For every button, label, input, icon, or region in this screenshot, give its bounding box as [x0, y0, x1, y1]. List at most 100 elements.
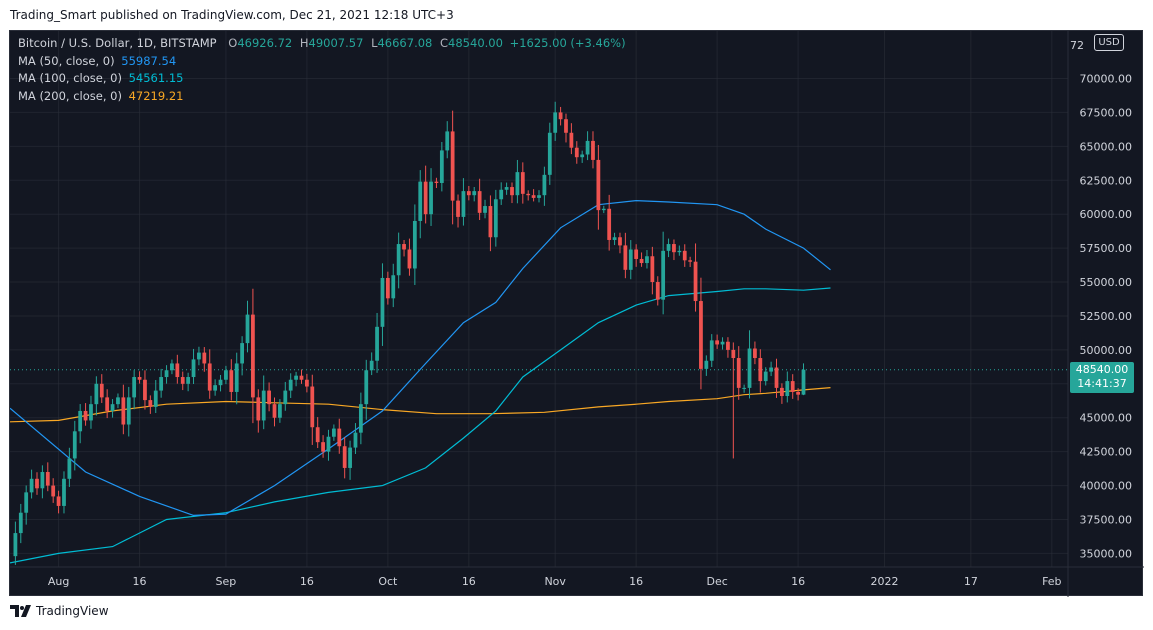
- change-value: +1625.00 (+3.46%): [509, 36, 626, 50]
- moving-average-lines: [10, 199, 831, 564]
- ma100-row[interactable]: MA (100, close, 0) 54561.15: [18, 70, 626, 88]
- ma100-label[interactable]: MA (100, close, 0): [18, 71, 122, 85]
- x-tick-label: Nov: [544, 575, 566, 588]
- candle-body: [758, 358, 763, 382]
- x-tick-label: 2022: [870, 575, 898, 588]
- candle-body: [472, 191, 477, 196]
- symbol-name[interactable]: Bitcoin / U.S. Dollar, 1D, BITSTAMP: [18, 36, 217, 50]
- ma50-row[interactable]: MA (50, close, 0) 55987.54: [18, 53, 626, 71]
- candle-body: [715, 340, 720, 345]
- candle-body: [628, 249, 633, 270]
- candle-body: [261, 390, 266, 421]
- candle-body: [380, 277, 385, 327]
- candle-body: [353, 432, 358, 448]
- candle-body: [310, 386, 315, 428]
- candle-body: [450, 131, 455, 201]
- candle-body: [488, 206, 493, 238]
- candle-body: [601, 208, 606, 211]
- ma200-label[interactable]: MA (200, close, 0): [18, 88, 122, 103]
- candle-body: [83, 410, 88, 421]
- ma50-line: [10, 199, 831, 517]
- high-value: 49007.57: [308, 36, 364, 50]
- currency-button[interactable]: USD: [1094, 34, 1124, 51]
- time-axis: Aug 16 Sep 16 Oct 16 Nov 16 Dec 16 2022 17 Feb: [10, 566, 1144, 588]
- candle-body: [634, 249, 639, 259]
- x-tick-label: Oct: [378, 575, 398, 588]
- price-axis: 35000.00 37500.00 40000.00 42500.00 45000.00…: [1067, 31, 1133, 597]
- candle-body: [62, 478, 66, 506]
- candle-body: [89, 404, 93, 421]
- y-tick-label: 57500.00: [1080, 242, 1133, 255]
- candle-body: [94, 383, 99, 405]
- candle-body: [164, 370, 169, 378]
- candle-body: [240, 343, 245, 364]
- candle-body: [202, 352, 207, 364]
- candle-body: [801, 369, 806, 395]
- candle-body: [542, 174, 547, 196]
- candle-body: [607, 208, 612, 240]
- tradingview-logo-icon: [10, 605, 31, 617]
- y-tick-label: 62500.00: [1080, 174, 1133, 187]
- candle-body: [245, 314, 250, 344]
- candle-body: [213, 385, 218, 391]
- candle-body: [315, 427, 320, 443]
- candle-body: [655, 282, 660, 300]
- candle-body: [24, 492, 29, 513]
- candle-body: [159, 377, 164, 391]
- y-tick-label: 42500.00: [1080, 446, 1133, 459]
- candle-body: [304, 379, 309, 387]
- y-tick-label: 50000.00: [1080, 344, 1133, 357]
- x-tick-label: Aug: [48, 575, 69, 588]
- candle-body: [515, 172, 520, 196]
- candlestick-chart[interactable]: 35000.00 37500.00 40000.00 42500.00 45000.00…: [10, 31, 1144, 597]
- candle-body: [348, 447, 352, 468]
- candle-body: [790, 381, 795, 392]
- candle-body: [623, 245, 628, 270]
- candle-body: [121, 397, 126, 425]
- y-tick-label: 55000.00: [1080, 276, 1133, 289]
- x-tick-label: 16: [133, 575, 147, 588]
- candle-body: [720, 341, 725, 345]
- y-tick-label: 70000.00: [1080, 72, 1133, 85]
- candle-body: [785, 381, 790, 397]
- candle-body: [137, 377, 142, 380]
- candle-body: [18, 512, 23, 534]
- candle-body: [445, 131, 450, 151]
- symbol-row[interactable]: Bitcoin / U.S. Dollar, 1D, BITSTAMP O469…: [18, 35, 626, 53]
- chart-panel[interactable]: 35000.00 37500.00 40000.00 42500.00 45000.00…: [9, 30, 1144, 597]
- candle-body: [40, 472, 45, 489]
- candle-body: [612, 237, 617, 240]
- candle-body: [553, 112, 558, 133]
- candle-body: [774, 367, 779, 388]
- ma200-value: 47219.21: [128, 88, 184, 103]
- high-label: H: [299, 36, 309, 50]
- candle-body: [170, 363, 174, 371]
- candle-body: [693, 261, 698, 302]
- candle-body: [429, 181, 433, 215]
- tradingview-logo[interactable]: TradingView: [10, 604, 109, 618]
- candle-body: [796, 391, 800, 395]
- candle-body: [574, 147, 579, 158]
- candle-body: [558, 112, 563, 120]
- low-value: 46667.08: [377, 36, 433, 50]
- candle-body: [407, 249, 412, 269]
- candle-body: [251, 314, 255, 398]
- bar-countdown: 14:41:37: [1077, 377, 1127, 390]
- candle-body: [283, 390, 288, 405]
- x-tick-label: Feb: [1042, 575, 1061, 588]
- candle-body: [51, 485, 56, 497]
- candle-body: [763, 371, 768, 382]
- open-value: 46926.72: [237, 36, 293, 50]
- candle-body: [520, 172, 525, 194]
- candle-body: [56, 496, 61, 506]
- ma100-line: [10, 287, 831, 564]
- publisher-caption: Trading_Smart published on TradingView.c…: [10, 8, 454, 22]
- candle-body: [267, 390, 271, 405]
- candle-body: [499, 189, 504, 200]
- candle-body: [688, 260, 693, 262]
- ma200-row[interactable]: MA (200, close, 0) 47219.21: [18, 88, 626, 106]
- candle-body: [358, 404, 363, 433]
- ma100-value: 54561.15: [128, 71, 184, 85]
- x-tick-label: 16: [300, 575, 314, 588]
- ma50-label[interactable]: MA (50, close, 0): [18, 53, 115, 68]
